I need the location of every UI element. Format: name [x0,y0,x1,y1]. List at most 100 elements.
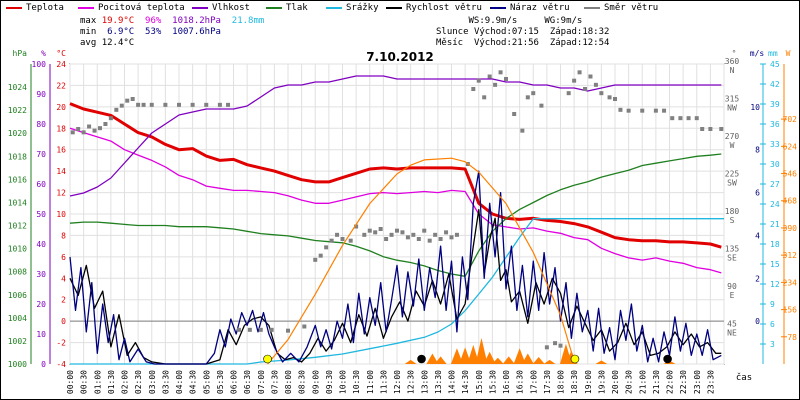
tick-label-pressure: 1006 [8,291,27,300]
tick-label-time: 21:00 [638,370,647,394]
series-line-teplota [69,102,722,249]
moon-set: Západ:12:54 [549,38,610,48]
tick-label-pressure: 1020 [8,129,27,138]
tick-label-time: 03:00 [148,370,157,394]
wind-dir-point [422,228,427,233]
sun-set: Západ:18:32 [549,27,610,37]
wind-dir-point [553,341,558,346]
tick-label-time: 14:00 [448,370,457,394]
wind-dir-point [76,127,81,131]
wind-dir-point [114,107,119,112]
tick-label-wind: 2 [755,274,760,283]
tick-label-time: 17:30 [543,370,552,394]
wind-dir-point [340,237,345,241]
tick-label-wind_dir-dir: E [730,291,735,300]
wind-dir-point [662,108,667,113]
tick-label-time: 20:30 [625,370,634,394]
tick-label-time: 21:30 [652,370,661,394]
wind-dir-point [217,102,222,107]
tick-label-solar: 156 [783,306,798,315]
tick-label-time: 22:30 [679,370,688,394]
legend-item-wind-dir: Směr větru [584,2,658,14]
tick-label-wind_dir: 360 [725,57,740,66]
tick-label-time: 16:00 [502,370,511,394]
stat-max-rain: 21.8mm [231,16,265,26]
tick-label-time: 04:00 [175,370,184,394]
wind-dir-point [593,82,598,87]
tick-label-wind_dir-dir: S [730,216,735,225]
tick-label-temperature: 12 [56,189,66,198]
tick-label-time: 09:30 [325,370,334,394]
legend-item-temperature: Teplota [6,2,64,14]
wind-dir-point [539,103,544,108]
rain-intensity-bar [459,347,472,364]
chart-title: 7.10.2012 [366,50,434,64]
stats-left: max 19.9°C 96% 1018.2hPa 21.8mm min 6.9°… [80,16,264,49]
marker-moon-rise [663,354,672,364]
tick-label-solar: 546 [783,170,798,179]
wind-dir-point [324,245,329,250]
rain-intensity-bar [521,353,534,364]
legend-label: Rychlost větru [406,3,482,13]
wind-dir-point [566,91,571,96]
tick-label-rain: 21 [770,220,780,229]
tick-label-pressure: 1010 [8,245,27,254]
tick-label-humidity: 20 [36,300,46,309]
tick-label-wind: 10 [750,103,760,112]
wind-dir-point [694,116,699,121]
tick-label-temperature: -2 [56,339,66,348]
tick-label-pressure: 1014 [8,198,27,207]
rain-intensity-bar [467,344,480,364]
tick-label-solar: 234 [783,278,798,287]
tick-label-time: 18:00 [557,370,566,394]
moon-label: Měsíc [436,38,464,48]
legend-item-feels-like: Pocitová teplota [78,2,185,14]
wind-dir-point [531,91,536,96]
tick-label-rain: 12 [770,280,780,289]
legend-item-wind-speed: Rychlost větru [386,2,482,14]
tick-label-humidity: 30 [36,270,46,279]
wind-dir-point [613,97,617,101]
tick-label-humidity: 60 [36,180,46,189]
wind-dir-point [498,70,503,75]
marker-sunset [570,354,580,364]
wind-dir-point [149,102,154,107]
wind-dir-point [607,95,612,100]
wind-dir-point [678,116,683,121]
tick-label-time: 20:00 [611,370,620,394]
tick-label-wind_dir: 270 [725,132,740,141]
tick-label-humidity: 40 [36,240,46,249]
tick-label-rain: 24 [770,200,780,209]
wind-dir-point [97,126,102,131]
wind-dir-point [583,87,588,91]
tick-label-pressure: 1024 [8,83,27,92]
legend-item-humidity: Vlhkost [192,2,250,14]
legend-label: Tlak [286,3,308,13]
tick-label-wind_dir-dir: SE [727,254,737,263]
wind-dir-point [599,91,604,96]
tick-label-humidity: 0 [41,360,46,369]
axis-unit-wind: m/s [750,49,765,58]
wind-dir-point [520,128,525,133]
legend-label: Pocitová teplota [98,3,185,13]
wind-dir-point [70,130,75,135]
wind-dir-point [411,232,416,237]
wind-dir-point [204,102,209,107]
tick-label-wind: 8 [755,146,760,155]
wind-dir-point [384,237,389,241]
legend-item-pressure: Tlak [266,2,308,14]
tick-label-temperature: 22 [56,81,66,90]
legend-item-rain: Srážky [326,2,379,14]
tick-label-humidity: 50 [36,210,46,219]
tick-label-time: 04:30 [189,370,198,394]
tick-label-wind_dir-dir: NE [727,329,737,338]
tick-label-humidity: 90 [36,90,46,99]
wind-dir-point [373,230,378,235]
tick-label-time: 03:30 [161,370,170,394]
series-line-slune-n-z-en- [267,157,576,365]
tick-label-time: 15:30 [488,370,497,394]
sun-rise: Východ:07:15 [473,27,539,37]
wind-dir-point [329,238,334,243]
tick-label-wind_dir-dir: NW [727,104,737,113]
